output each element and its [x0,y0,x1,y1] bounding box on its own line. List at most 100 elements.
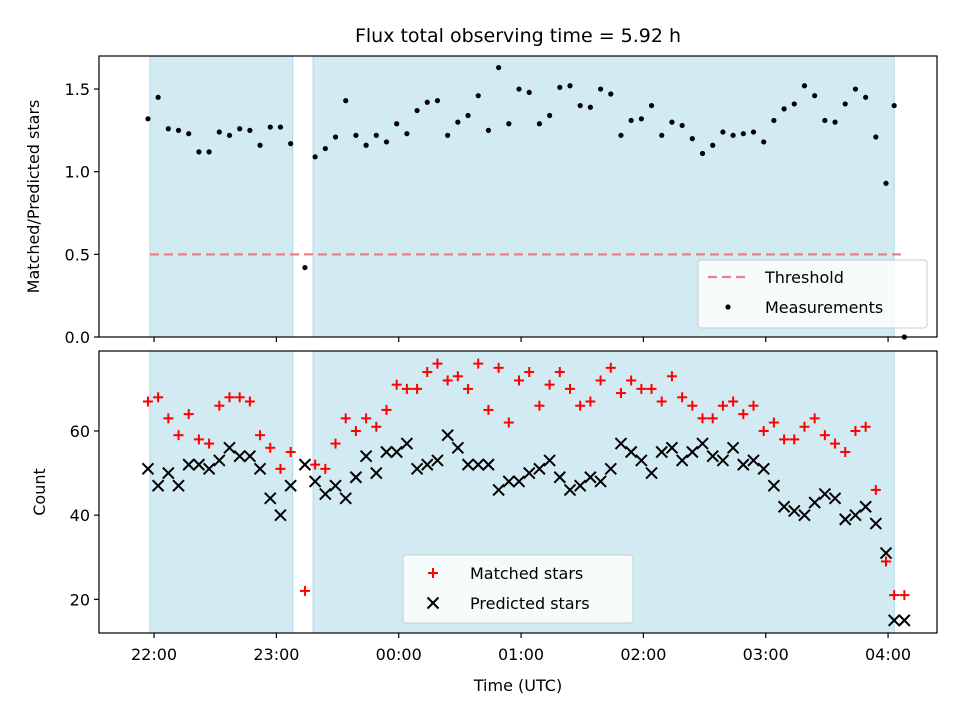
measurement-points [145,64,907,340]
predicted-star-point [686,445,699,459]
measurement-point [145,116,151,122]
predicted-star-point [172,479,185,492]
matched-star-point [275,463,286,474]
matched-star-point [320,463,331,474]
predicted-star-point [264,492,277,505]
top-legend: Threshold Measurements [697,259,928,329]
matched-star-point [646,383,657,394]
matched-star-point [819,430,830,441]
predicted-star-point [370,466,383,480]
matched-star-point [656,396,667,407]
x-tick-label: 23:00 [253,645,299,664]
predicted-star-point [274,508,287,522]
predicted-star-point [284,479,297,492]
measurement-point [322,145,328,152]
predicted-star-point [482,458,495,471]
bottom-axes-frame [98,350,938,634]
matched-star-point [738,409,749,420]
predicted-star-point [635,454,648,467]
measurement-point [175,127,182,133]
measurement-point [434,98,441,104]
chart-title: Flux total observing time = 5.92 h [355,25,681,47]
predicted-star-point [716,454,730,467]
predicted-star-point [604,462,617,476]
matched-star-point [142,396,153,407]
predicted-star-point [726,441,740,455]
predicted-star-point [461,458,475,471]
measurement-point [373,132,379,138]
matched-star-point [401,383,412,394]
x-tick-label: 02:00 [620,645,666,664]
matched-star-point [265,442,276,453]
matched-star-point [524,367,535,378]
predicted-star-point [584,471,597,484]
matched-star-point [204,438,215,449]
predicted-star-point [563,483,577,497]
predicted-star-point [788,504,801,518]
measurement-point [883,180,889,186]
predicted-star-point [253,462,267,476]
matched-star-point [244,396,255,407]
matched-star-point [677,392,688,403]
measurement-point [247,127,253,133]
measurement-point [383,139,390,145]
predicted-star-point [213,454,226,467]
matched-star-point [310,459,321,470]
measurement-point [485,127,492,133]
predicted-star-point [192,458,206,471]
matched-star-point [666,371,677,382]
predicted-star-point [329,479,342,492]
y-tick-label: 20 [70,590,90,609]
matched-star-point [799,421,810,432]
matched-star-point [493,362,504,373]
y-tick-label: 1.0 [65,163,90,182]
matched-star-point [687,400,698,411]
top-axes-frame [98,55,938,338]
predicted-star-point [431,454,444,467]
matched-star-point [361,413,372,424]
matched-star-point [534,400,545,411]
predicted-star-point [757,462,770,476]
bottom-panel: 20 40 60 22:00 23:00 00:00 01:00 02:00 03:00 04:… [30,350,938,695]
measurement-point [414,107,420,114]
predicted-star-point [594,475,607,488]
matched-star-point [768,417,779,428]
predicted-star-point [645,466,658,480]
measurement-point [567,83,573,89]
matched-star-point [299,585,310,596]
measurement-point [267,124,273,130]
matched-star-point [615,388,626,399]
measurement-point [557,84,563,91]
predicted-star-point [421,458,434,471]
predicted-star-point [887,614,901,627]
matched-star-point [442,375,453,386]
measurement-point [689,136,695,142]
predicted-star-point [441,428,454,442]
matched-star-point [899,590,910,601]
measurement-point [740,131,746,137]
top-y-ticks: 0.0 0.5 1.0 1.5 [65,80,99,347]
measurement-point [801,83,808,89]
measurement-point [496,64,502,71]
matched-star-point [163,413,174,424]
bottom-x-ticks: 22:00 23:00 00:00 01:00 02:00 03:00 04:00 [131,633,911,664]
matched-star-point [554,367,565,378]
measurement-point [404,131,410,137]
matched-star-point [483,404,494,415]
measurement-point [679,122,685,129]
measurement-point [547,112,553,119]
measurement-point [312,154,318,160]
measurement-point [771,117,777,124]
predicted-star-point [533,462,546,476]
x-axis-label: Time (UTC) [473,676,562,695]
bottom-y-ticks: 20 40 60 [70,422,99,609]
predicted-star-point [859,500,872,513]
predicted-star-point [839,513,852,526]
predicted-star-point [696,437,709,450]
measurement-point [445,132,451,138]
measurement-point [891,102,897,109]
predicted-star-point [614,437,628,450]
measurement-point [394,121,400,127]
matched-star-point [728,396,739,407]
matched-star-point [748,400,759,411]
